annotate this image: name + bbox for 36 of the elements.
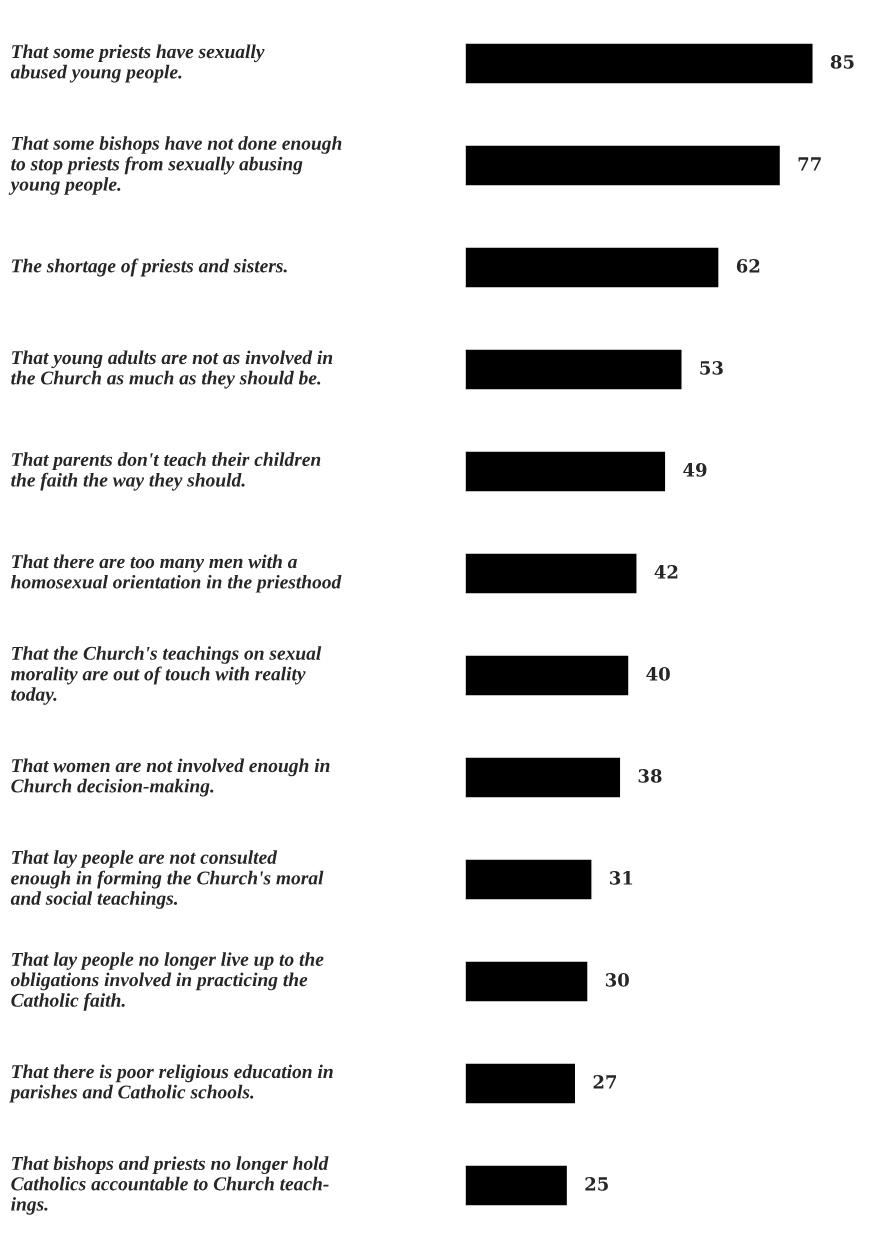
bar <box>465 552 638 595</box>
data-label: 31 <box>610 871 633 885</box>
data-label: 49 <box>683 463 707 477</box>
data-label: 42 <box>654 565 678 579</box>
y-tick-label: That some priests have sexually abused young people. <box>10 44 265 83</box>
y-tick-label: That young adults are not as involved in the Church as much as they should be. <box>11 350 333 389</box>
data-label: 85 <box>830 55 854 69</box>
y-tick-label: The shortage of priests and sisters. <box>12 258 287 277</box>
data-label: 40 <box>646 667 670 681</box>
bar <box>465 756 622 799</box>
bar <box>465 1164 569 1207</box>
bar <box>465 450 667 493</box>
bar <box>465 858 593 901</box>
bar <box>465 246 720 289</box>
bar <box>465 348 683 391</box>
data-label: 38 <box>638 769 662 783</box>
bar <box>465 960 589 1003</box>
y-tick-label: That there are too many men with a homosexual orientation in the priesthood <box>11 554 342 593</box>
data-label: 62 <box>736 259 760 273</box>
data-label: 77 <box>798 157 821 171</box>
y-tick-label: That lay people are not consulted enough in forming the Church's moral and social teachings. <box>10 850 324 909</box>
y-tick-label: That the Church's teachings on sexual morality are out of touch with reality today. <box>11 646 322 705</box>
data-label: 27 <box>593 1075 617 1089</box>
bar <box>465 1062 577 1105</box>
data-label: 25 <box>585 1177 608 1191</box>
y-tick-label: That parents don't teach their children the faith the way they should. <box>11 452 321 491</box>
bar <box>465 42 814 85</box>
y-tick-label: That lay people no longer live up to the obligations involved in practicing the Catholic faith. <box>10 952 324 1011</box>
bar <box>465 654 630 697</box>
y-tick-label: That there is poor religious education in parishes and Catholic schools. <box>9 1064 333 1103</box>
data-label: 53 <box>700 361 723 375</box>
bar <box>465 144 782 187</box>
data-label: 30 <box>605 973 629 987</box>
y-tick-label: That some bishops have not done enough to stop priests from sexually abusing young people. <box>8 136 342 195</box>
y-tick-label: That women are not involved enough in Church decision-making. <box>11 758 330 797</box>
y-tick-label: That bishops and priests no longer hold Catholics accountable to Church teach- ings. <box>11 1156 329 1215</box>
